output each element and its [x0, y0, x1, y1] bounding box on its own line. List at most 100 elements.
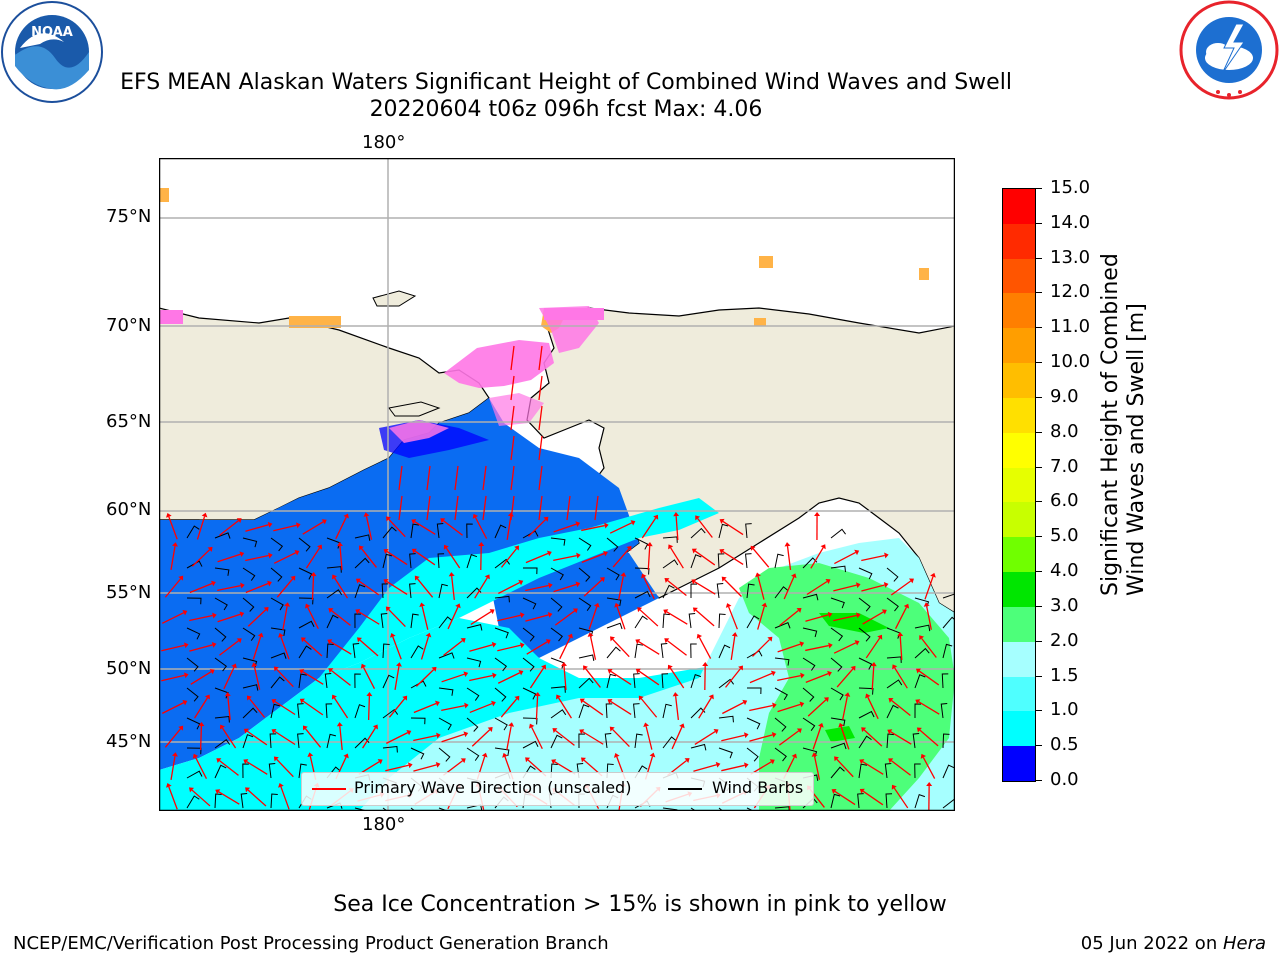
wave-direction-arrow: [553, 583, 577, 593]
wave-direction-arrowhead: [919, 635, 925, 641]
wave-direction-arrow: [189, 644, 213, 652]
wave-direction-arrowhead: [838, 722, 844, 728]
wind-barb: [410, 717, 426, 725]
wind-barb: [494, 524, 507, 539]
wind-barb: [438, 687, 454, 696]
wind-barb: [830, 627, 844, 642]
colorbar-title-line2: Wind Waves and Swell [m]: [1124, 303, 1149, 596]
wave-direction-arrowhead: [267, 521, 273, 528]
wind-barb: [380, 613, 388, 629]
wave-direction-arrow: [302, 521, 324, 535]
wave-direction-arrowhead: [268, 552, 273, 559]
wind-barb: [214, 627, 227, 642]
wind-barb: [858, 627, 871, 642]
wave-direction-arrow: [559, 636, 571, 660]
wave-direction-arrowhead: [575, 581, 581, 588]
wave-direction-arrow: [276, 668, 294, 688]
wind-barb: [774, 586, 789, 599]
wave-direction-arrow: [862, 790, 884, 806]
wind-barb: [718, 613, 726, 629]
wave-direction-arrowhead: [267, 580, 272, 587]
wave-direction-arrowhead: [385, 516, 391, 522]
wave-direction-arrow: [510, 465, 515, 491]
credit-line: NCEP/EMC/Verification Post Processing Pr…: [13, 933, 609, 954]
wave-direction-arrow: [392, 636, 402, 660]
wind-barb: [830, 766, 845, 779]
vector-field: [161, 345, 954, 810]
wind-barb: [186, 657, 199, 672]
wave-direction-arrow: [926, 606, 932, 630]
wave-direction-arrowhead: [355, 578, 361, 584]
alaska-land: [526, 307, 954, 614]
wind-barb: [437, 553, 445, 569]
wave-direction-arrow: [302, 700, 324, 716]
colorbar-segment: [1003, 467, 1035, 503]
wind-barb: [242, 597, 255, 612]
latitude-label: 75°N: [106, 206, 152, 227]
wave-direction-arrowhead: [725, 603, 732, 608]
wave-direction-arrow: [675, 515, 679, 541]
wind-barb: [774, 717, 787, 732]
wave-direction-arrowhead: [761, 602, 768, 608]
wind-barb: [326, 733, 337, 749]
wind-barb: [746, 650, 763, 659]
wave-direction-arrow: [805, 673, 829, 683]
wind-barb: [774, 657, 790, 666]
wind-barb: [634, 590, 651, 599]
wave-direction-arrowhead: [182, 609, 188, 616]
wave-direction-arrowhead: [246, 695, 252, 701]
wind-barb: [242, 567, 256, 581]
wave-direction-arrow: [386, 580, 408, 596]
wave-direction-arrow: [482, 495, 487, 521]
wave-direction-arrow: [189, 582, 213, 594]
wave-direction-arrow: [786, 546, 792, 570]
wind-barb: [690, 554, 702, 569]
wind-barb: [270, 537, 284, 552]
wave-direction-arrow: [443, 520, 463, 536]
wave-direction-arrowhead: [166, 512, 172, 518]
wind-barb: [382, 643, 390, 659]
wind-barb: [382, 553, 393, 569]
wave-direction-arrow: [899, 635, 903, 661]
wave-direction-arrowhead: [236, 518, 242, 524]
wind-barb: [214, 738, 231, 749]
wave-direction-arrowhead: [545, 639, 551, 645]
wave-direction-arrowhead: [643, 722, 650, 728]
wave-direction-arrowhead: [425, 632, 432, 638]
wind-barb: [858, 735, 872, 749]
wave-direction-arrowhead: [855, 582, 861, 589]
wave-direction-arrow: [553, 523, 577, 533]
wave-direction-arrow: [359, 639, 379, 657]
colorbar-segment: [1003, 606, 1035, 643]
wind-barb: [242, 734, 254, 749]
wave-direction-arrowhead: [583, 665, 588, 671]
wave-direction-arrowhead: [721, 576, 727, 582]
colorbar-segment: [1003, 711, 1035, 747]
wave-direction-arrowhead: [204, 694, 210, 700]
wind-barb: [382, 745, 398, 753]
wind-barb: [884, 763, 892, 779]
colorbar-tick-mark: [1035, 292, 1042, 294]
wave-direction-arrowhead: [363, 512, 370, 517]
wave-direction-arrow: [861, 584, 885, 592]
wave-direction-arrow: [525, 614, 549, 622]
wave-direction-arrow: [217, 613, 241, 623]
wave-direction-arrowhead: [182, 699, 188, 706]
wave-direction-arrowhead: [897, 632, 904, 637]
wave-direction-arrowhead: [436, 732, 441, 739]
colorbar-tick-label: 2.0: [1050, 629, 1079, 651]
wind-barb: [186, 717, 201, 730]
wave-direction-arrow: [474, 517, 488, 539]
wind-barb: [662, 584, 675, 599]
wind-barb: [914, 674, 926, 689]
wind-barb: [746, 615, 760, 629]
wave-direction-arrowhead: [296, 522, 301, 529]
wind-barb: [886, 567, 899, 582]
wave-direction-arrowhead: [664, 638, 670, 644]
wave-zone-4-0-small: [825, 726, 855, 742]
wave-direction-arrow: [671, 726, 683, 750]
colorbar-tick-label: 3.0: [1050, 594, 1079, 616]
map-canvas: [158, 157, 956, 812]
wind-barb: [802, 657, 816, 671]
wave-direction-arrow: [757, 576, 765, 600]
